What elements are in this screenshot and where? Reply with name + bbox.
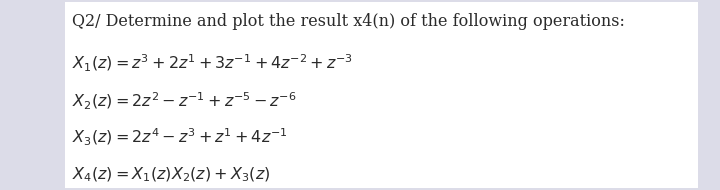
Text: Q2/ Determine and plot the result x4(n) of the following operations:: Q2/ Determine and plot the result x4(n) …: [72, 13, 625, 30]
Text: $X_1(z) = z^3 + 2z^1 + 3z^{-1} + 4z^{-2} + z^{-3}$: $X_1(z) = z^3 + 2z^1 + 3z^{-1} + 4z^{-2}…: [72, 53, 353, 74]
Text: $X_2(z) = 2z^2 - z^{-1} + z^{-5} - z^{-6}$: $X_2(z) = 2z^2 - z^{-1} + z^{-5} - z^{-6…: [72, 91, 297, 112]
Text: $X_4(z) = X_1(z)X_2(z) + X_3(z)$: $X_4(z) = X_1(z)X_2(z) + X_3(z)$: [72, 165, 270, 184]
FancyBboxPatch shape: [65, 2, 698, 188]
Text: $X_3(z) = 2z^4 - z^3 + z^1 + 4z^{-1}$: $X_3(z) = 2z^4 - z^3 + z^1 + 4z^{-1}$: [72, 127, 288, 148]
